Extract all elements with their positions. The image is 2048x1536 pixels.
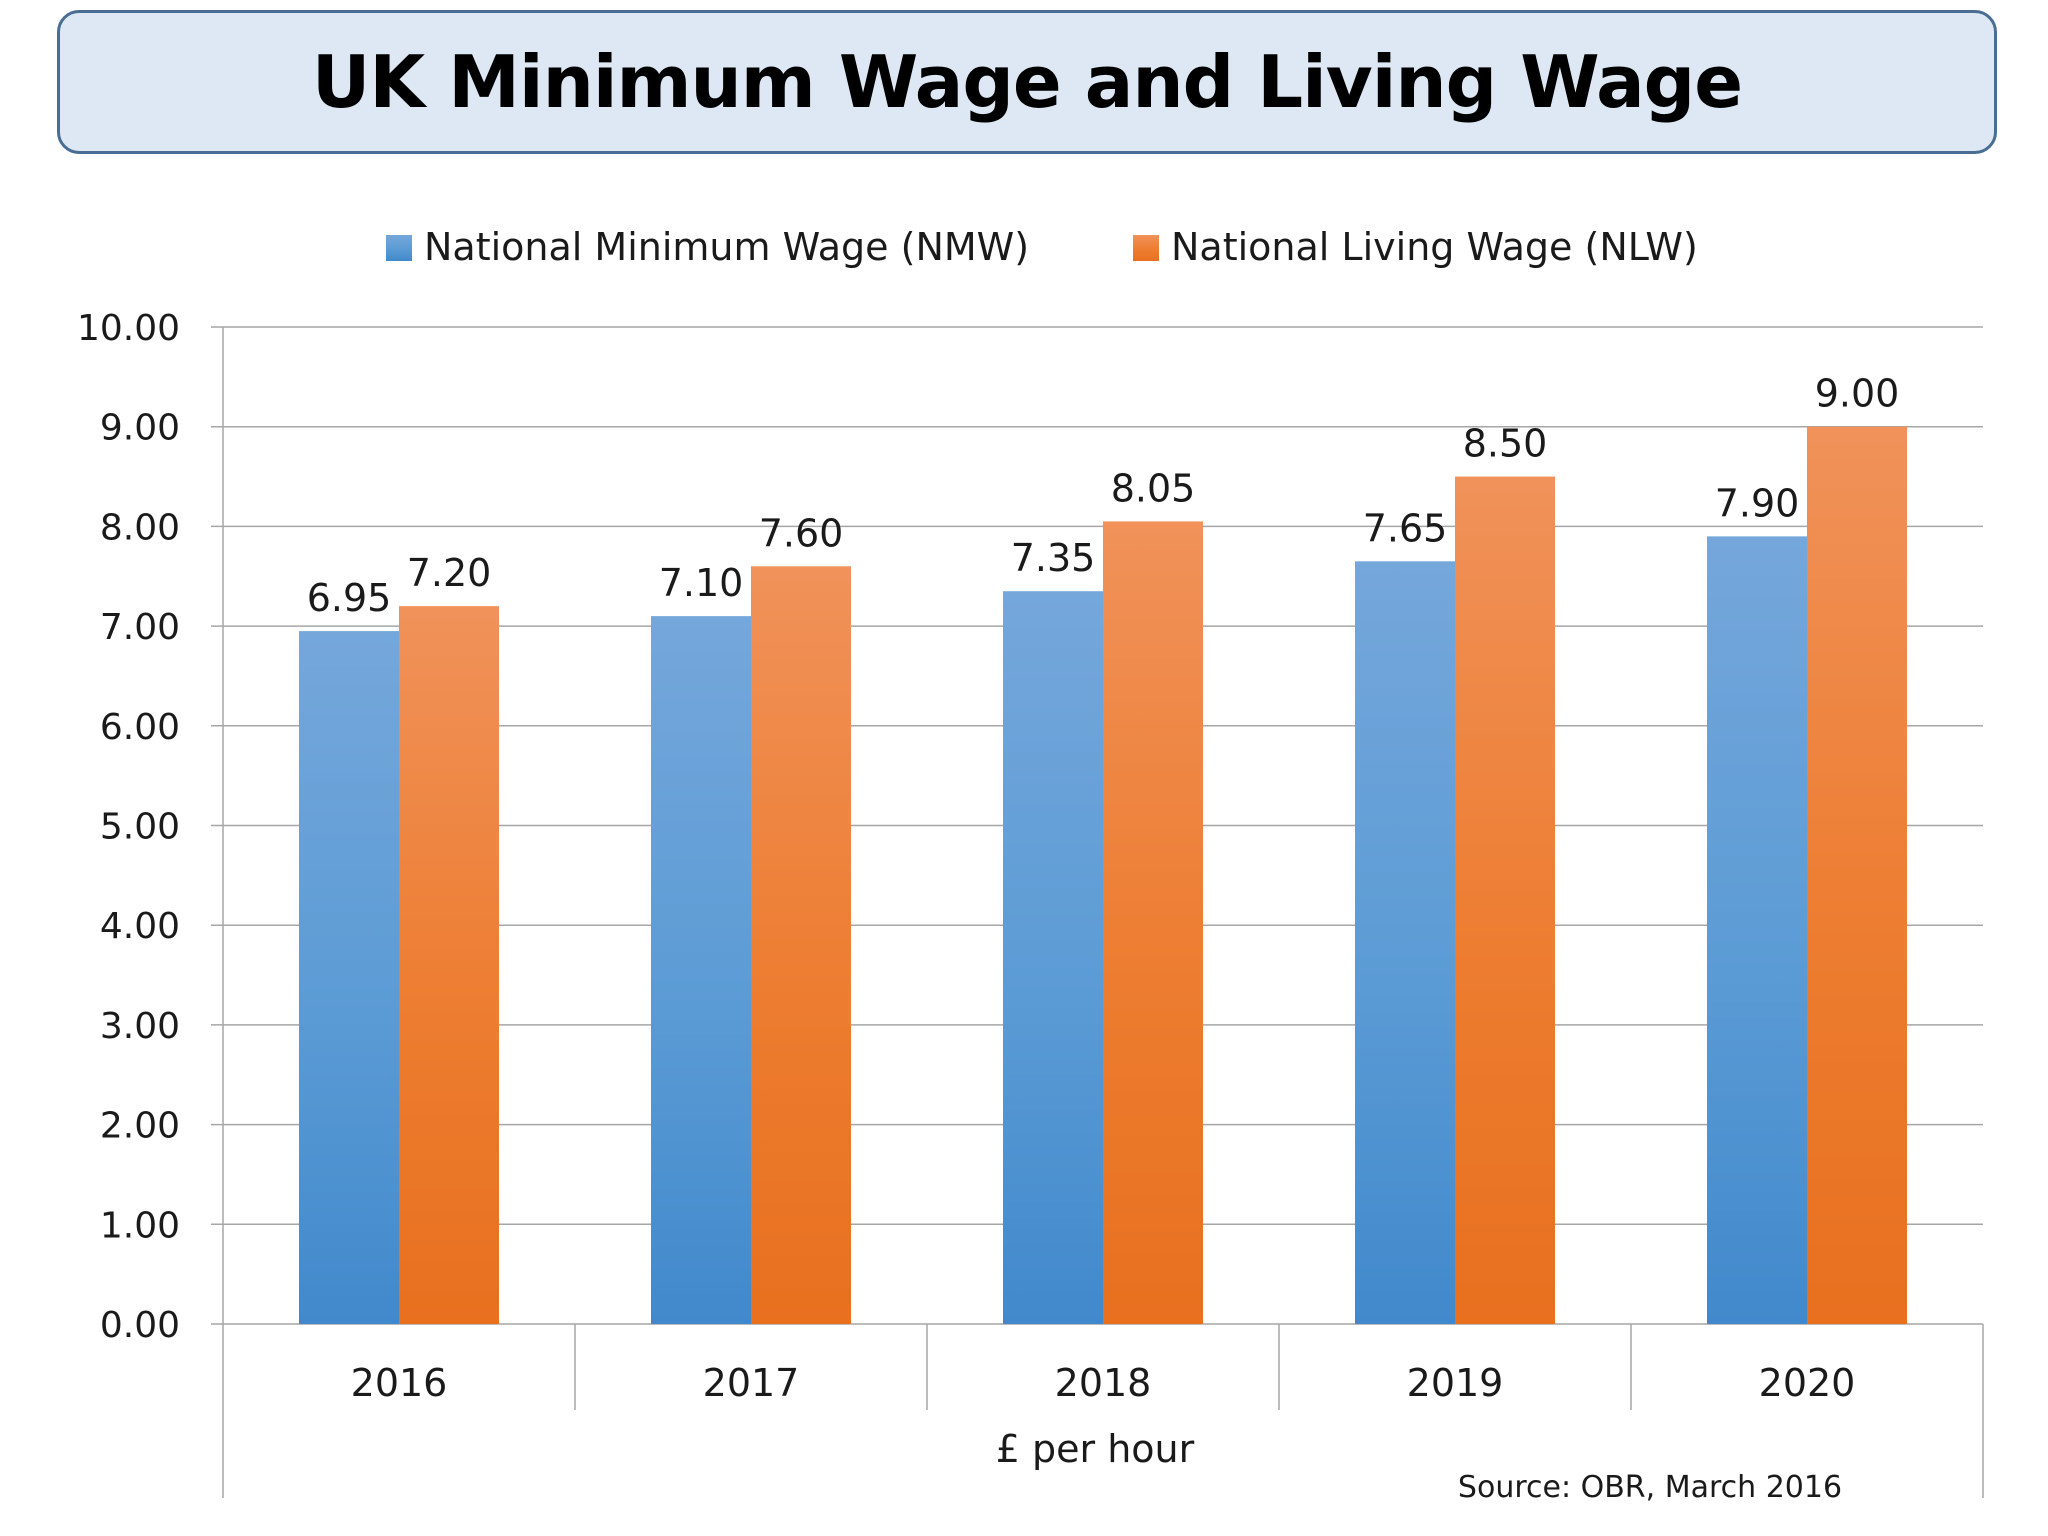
bars — [299, 426, 1907, 1324]
axes: 0.00 1.00 2.00 3.00 4.00 5.00 6.00 7.00 8.00 9.00… — [77, 308, 1984, 1498]
data-label-nlw-2017: 7.60 — [759, 511, 844, 555]
x-axis-label: £ per hour — [996, 1427, 1195, 1471]
y-tick-label: 7.00 — [100, 607, 180, 648]
x-tick-label-2019: 2019 — [1407, 1361, 1504, 1405]
bar-nlw-2020 — [1807, 426, 1907, 1324]
y-tick-label: 5.00 — [100, 807, 180, 848]
data-label-nmw-2020: 7.90 — [1715, 481, 1800, 525]
legend-swatch-nlw — [1133, 235, 1159, 261]
y-tick-label: 0.00 — [100, 1305, 180, 1346]
data-label-nlw-2020: 9.00 — [1815, 372, 1900, 416]
legend-label-nmw: National Minimum Wage (NMW) — [424, 225, 1029, 269]
chart-title: UK Minimum Wage and Living Wage — [311, 40, 1743, 124]
legend-swatch-nmw — [386, 235, 412, 261]
bar-nmw-2017 — [651, 616, 751, 1324]
y-tick-label: 3.00 — [100, 1006, 180, 1047]
data-label-nlw-2019: 8.50 — [1463, 422, 1548, 466]
data-label-nmw-2019: 7.65 — [1363, 506, 1448, 550]
bar-nlw-2019 — [1455, 476, 1555, 1324]
data-label-nmw-2017: 7.10 — [659, 561, 744, 605]
y-tick-label: 6.00 — [100, 707, 180, 748]
x-tick-label-2020: 2020 — [1759, 1361, 1856, 1405]
data-label-nmw-2016: 6.95 — [307, 576, 392, 620]
bar-nlw-2016 — [399, 606, 499, 1324]
source-note: Source: OBR, March 2016 — [1458, 1470, 1842, 1505]
y-tick-label: 8.00 — [100, 507, 180, 548]
bar-nlw-2017 — [751, 566, 851, 1324]
bar-nmw-2018 — [1003, 591, 1103, 1324]
title-banner: UK Minimum Wage and Living Wage — [57, 10, 1997, 154]
x-tick-label-2016: 2016 — [351, 1361, 448, 1405]
bar-nmw-2019 — [1355, 561, 1455, 1324]
legend: National Minimum Wage (NMW) National Livi… — [386, 225, 1698, 269]
data-labels: 6.95 7.10 7.35 7.65 7.90 7.20 7.60 8.05 8.50 9.00 — [307, 372, 1900, 620]
bar-nmw-2016 — [299, 631, 399, 1324]
y-tick-label: 1.00 — [100, 1205, 180, 1246]
y-tick-label: 10.00 — [77, 308, 180, 349]
bar-nlw-2018 — [1103, 521, 1203, 1324]
legend-label-nlw: National Living Wage (NLW) — [1171, 225, 1698, 269]
bar-nmw-2020 — [1707, 536, 1807, 1324]
data-label-nmw-2018: 7.35 — [1011, 536, 1096, 580]
data-label-nlw-2016: 7.20 — [407, 551, 492, 595]
x-tick-label-2018: 2018 — [1055, 1361, 1152, 1405]
y-tick-label: 9.00 — [100, 408, 180, 449]
y-tick-label: 2.00 — [100, 1106, 180, 1147]
data-label-nlw-2018: 8.05 — [1111, 466, 1196, 510]
x-tick-label-2017: 2017 — [703, 1361, 800, 1405]
y-tick-label: 4.00 — [100, 906, 180, 947]
